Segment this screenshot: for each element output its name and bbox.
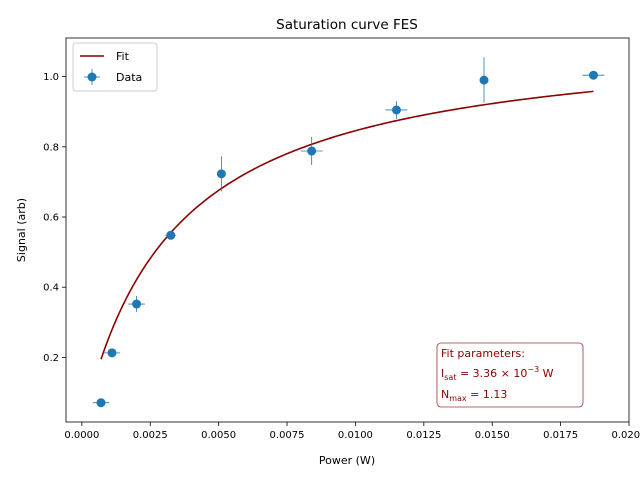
fit-line <box>100 90 594 360</box>
legend: Fit Data <box>72 42 158 92</box>
x-tick-label: 0.0150 <box>475 430 510 441</box>
data-marker <box>479 75 489 85</box>
data-marker <box>166 230 176 240</box>
data-point <box>216 156 226 192</box>
data-points-group <box>92 57 605 408</box>
data-point <box>300 136 323 166</box>
data-marker <box>107 348 117 358</box>
x-axis-ticks: 0.0000 0.0025 0.0050 0.0075 0.0100 0.0125 0.01… <box>64 422 640 441</box>
isat-unit: W <box>539 367 553 380</box>
x-tick-label: 0.0050 <box>201 430 236 441</box>
data-point <box>92 398 110 408</box>
data-marker <box>307 146 317 156</box>
y-tick-label: 0.2 <box>43 353 59 364</box>
x-axis-title: Power (W) <box>319 454 375 467</box>
fit-line-group <box>100 90 594 360</box>
y-tick-label: 0.8 <box>43 142 59 153</box>
isat-value: = 3.36 × 10 <box>456 367 527 380</box>
y-axis-title: Signal (arb) <box>15 198 28 262</box>
y-tick-label: 0.4 <box>43 283 59 294</box>
data-point <box>582 70 605 80</box>
isat-exponent: −3 <box>527 365 539 374</box>
data-point <box>479 57 489 103</box>
data-marker <box>216 169 226 179</box>
data-marker <box>391 105 401 115</box>
x-tick-label: 0.0075 <box>270 430 305 441</box>
isat-symbol: I <box>441 367 444 380</box>
annotation-isat: Isat = 3.36 × 10−3 W <box>441 365 554 382</box>
legend-fit-label: Fit <box>116 50 130 63</box>
x-tick-label: 0.0175 <box>543 430 578 441</box>
isat-subscript: sat <box>444 373 456 382</box>
data-marker <box>132 299 142 309</box>
chart-title: Saturation curve FES <box>276 17 418 33</box>
data-marker <box>588 70 598 80</box>
data-point <box>128 295 145 313</box>
x-tick-label: 0.0025 <box>133 430 168 441</box>
y-tick-label: 0.6 <box>43 213 59 224</box>
x-tick-label: 0.0100 <box>338 430 373 441</box>
legend-data-marker <box>87 72 97 82</box>
annotation-title: Fit parameters: <box>441 347 525 360</box>
nmax-subscript: max <box>449 394 467 403</box>
data-point <box>385 101 408 119</box>
nmax-value: = 1.13 <box>467 388 508 401</box>
fit-parameters-annotation: Fit parameters: Isat = 3.36 × 10−3 W Nma… <box>436 342 584 408</box>
legend-data-label: Data <box>116 71 142 84</box>
legend-box <box>72 42 158 92</box>
annotation-box <box>436 342 584 408</box>
x-tick-label: 0.0125 <box>406 430 441 441</box>
nmax-symbol: N <box>441 388 449 401</box>
annotation-nmax: Nmax = 1.13 <box>441 388 507 403</box>
y-axis-ticks: 0.2 0.4 0.6 0.8 1.0 <box>43 72 66 364</box>
data-point <box>165 230 177 240</box>
x-tick-label: 0.0000 <box>64 430 99 441</box>
data-marker <box>96 398 106 408</box>
data-point <box>103 348 121 358</box>
y-tick-label: 1.0 <box>43 72 59 83</box>
